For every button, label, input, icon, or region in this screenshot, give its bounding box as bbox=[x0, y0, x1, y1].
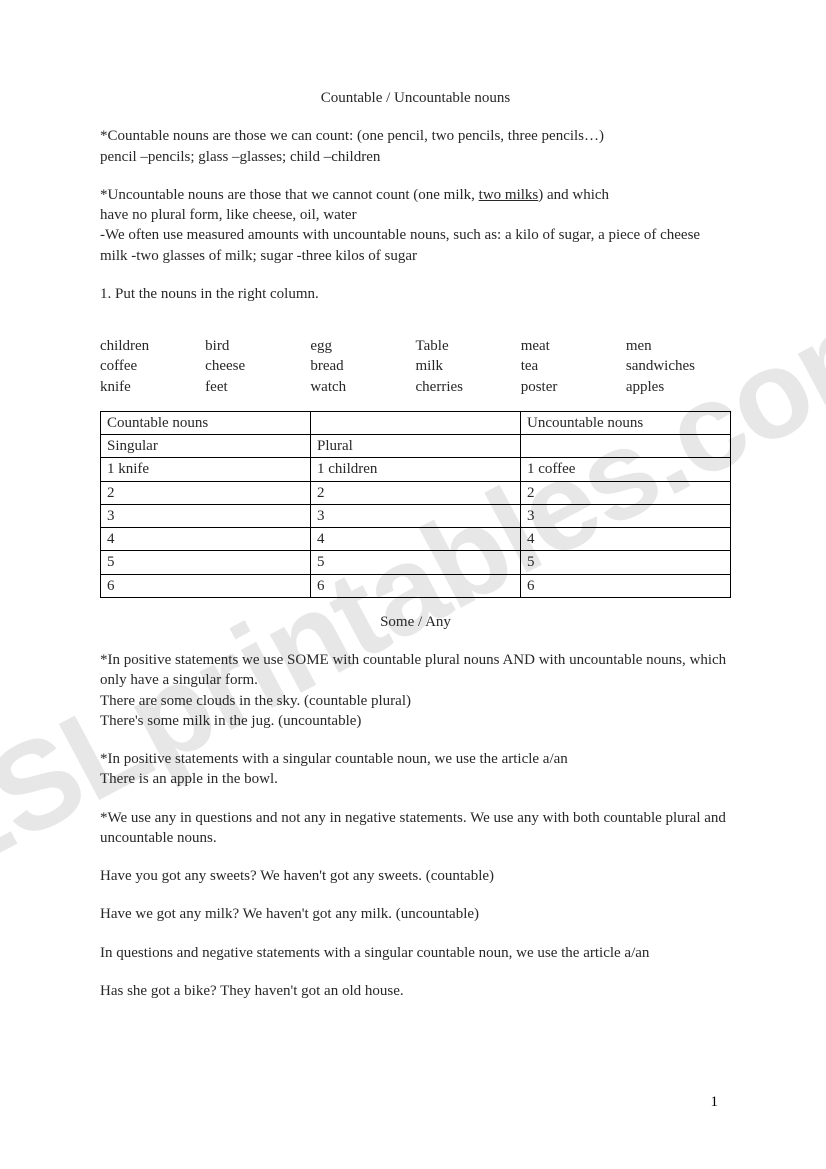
table-cell: 6 bbox=[521, 574, 731, 597]
word: coffee bbox=[100, 356, 205, 376]
table-cell: Singular bbox=[101, 435, 311, 458]
word-row: coffee cheese bread milk tea sandwiches bbox=[100, 356, 731, 376]
table-row: 3 3 3 bbox=[101, 504, 731, 527]
word: milk bbox=[416, 356, 521, 376]
body-text: -We often use measured amounts with unco… bbox=[100, 227, 700, 243]
someany-example-bike: Has she got a bike? They haven't got an … bbox=[100, 981, 731, 1001]
someany-questions: In questions and negative statements wit… bbox=[100, 943, 731, 963]
body-text-underlined: two milks bbox=[479, 187, 539, 203]
intro-countable: *Countable nouns are those we can count:… bbox=[100, 126, 731, 167]
table-cell: 2 bbox=[521, 481, 731, 504]
word: Table bbox=[416, 336, 521, 356]
table-cell: 2 bbox=[101, 481, 311, 504]
body-text: have no plural form, like cheese, oil, w… bbox=[100, 207, 357, 223]
word: feet bbox=[205, 377, 310, 397]
body-text: There's some milk in the jug. (uncountab… bbox=[100, 713, 361, 729]
word: men bbox=[626, 336, 731, 356]
someany-any: *We use any in questions and not any in … bbox=[100, 808, 731, 849]
word: tea bbox=[521, 356, 626, 376]
table-cell: 4 bbox=[311, 528, 521, 551]
word: children bbox=[100, 336, 205, 356]
word-row: children bird egg Table meat men bbox=[100, 336, 731, 356]
table-row: 5 5 5 bbox=[101, 551, 731, 574]
table-row: Singular Plural bbox=[101, 435, 731, 458]
word: egg bbox=[310, 336, 415, 356]
exercise-instruction: 1. Put the nouns in the right column. bbox=[100, 284, 731, 304]
word: poster bbox=[521, 377, 626, 397]
body-text: milk -two glasses of milk; sugar -three … bbox=[100, 248, 417, 264]
section-subtitle: Some / Any bbox=[100, 612, 731, 632]
body-text: There is an apple in the bowl. bbox=[100, 771, 278, 787]
table-cell: 1 knife bbox=[101, 458, 311, 481]
nouns-table: Countable nouns Uncountable nouns Singul… bbox=[100, 411, 731, 598]
table-cell: Plural bbox=[311, 435, 521, 458]
table-cell: 3 bbox=[311, 504, 521, 527]
someany-positive: *In positive statements we use SOME with… bbox=[100, 650, 731, 731]
table-cell: Uncountable nouns bbox=[521, 411, 731, 434]
page-title: Countable / Uncountable nouns bbox=[100, 88, 731, 108]
table-row: 4 4 4 bbox=[101, 528, 731, 551]
table-cell: 2 bbox=[311, 481, 521, 504]
word: bird bbox=[205, 336, 310, 356]
body-text: There are some clouds in the sky. (count… bbox=[100, 693, 411, 709]
word: cherries bbox=[416, 377, 521, 397]
word: bread bbox=[310, 356, 415, 376]
someany-article: *In positive statements with a singular … bbox=[100, 749, 731, 790]
word: watch bbox=[310, 377, 415, 397]
table-cell: 4 bbox=[101, 528, 311, 551]
word-row: knife feet watch cherries poster apples bbox=[100, 377, 731, 397]
intro-uncountable: *Uncountable nouns are those that we can… bbox=[100, 185, 731, 266]
body-text: *In positive statements with a singular … bbox=[100, 751, 568, 767]
body-text: pencil –pencils; glass –glasses; child –… bbox=[100, 149, 380, 165]
table-cell: 6 bbox=[311, 574, 521, 597]
table-cell: 5 bbox=[101, 551, 311, 574]
word: meat bbox=[521, 336, 626, 356]
table-cell: 3 bbox=[521, 504, 731, 527]
body-text: ) and which bbox=[538, 187, 609, 203]
table-cell: 3 bbox=[101, 504, 311, 527]
someany-example-countable: Have you got any sweets? We haven't got … bbox=[100, 866, 731, 886]
body-text: *Uncountable nouns are those that we can… bbox=[100, 187, 479, 203]
table-row: 6 6 6 bbox=[101, 574, 731, 597]
word-bank: children bird egg Table meat men coffee … bbox=[100, 336, 731, 397]
table-cell: 1 coffee bbox=[521, 458, 731, 481]
page-content: Countable / Uncountable nouns *Countable… bbox=[0, 0, 826, 1059]
table-row: 2 2 2 bbox=[101, 481, 731, 504]
word: sandwiches bbox=[626, 356, 731, 376]
table-cell: 1 children bbox=[311, 458, 521, 481]
table-cell bbox=[521, 435, 731, 458]
table-cell: Countable nouns bbox=[101, 411, 311, 434]
word: apples bbox=[626, 377, 731, 397]
table-cell: 5 bbox=[311, 551, 521, 574]
table-cell: 4 bbox=[521, 528, 731, 551]
table-cell: 6 bbox=[101, 574, 311, 597]
someany-example-uncountable: Have we got any milk? We haven't got any… bbox=[100, 904, 731, 924]
table-cell bbox=[311, 411, 521, 434]
word: knife bbox=[100, 377, 205, 397]
body-text: *In positive statements we use SOME with… bbox=[100, 652, 726, 688]
body-text: *Countable nouns are those we can count:… bbox=[100, 128, 604, 144]
page-number: 1 bbox=[711, 1094, 719, 1111]
word: cheese bbox=[205, 356, 310, 376]
table-cell: 5 bbox=[521, 551, 731, 574]
table-row: Countable nouns Uncountable nouns bbox=[101, 411, 731, 434]
table-row: 1 knife 1 children 1 coffee bbox=[101, 458, 731, 481]
